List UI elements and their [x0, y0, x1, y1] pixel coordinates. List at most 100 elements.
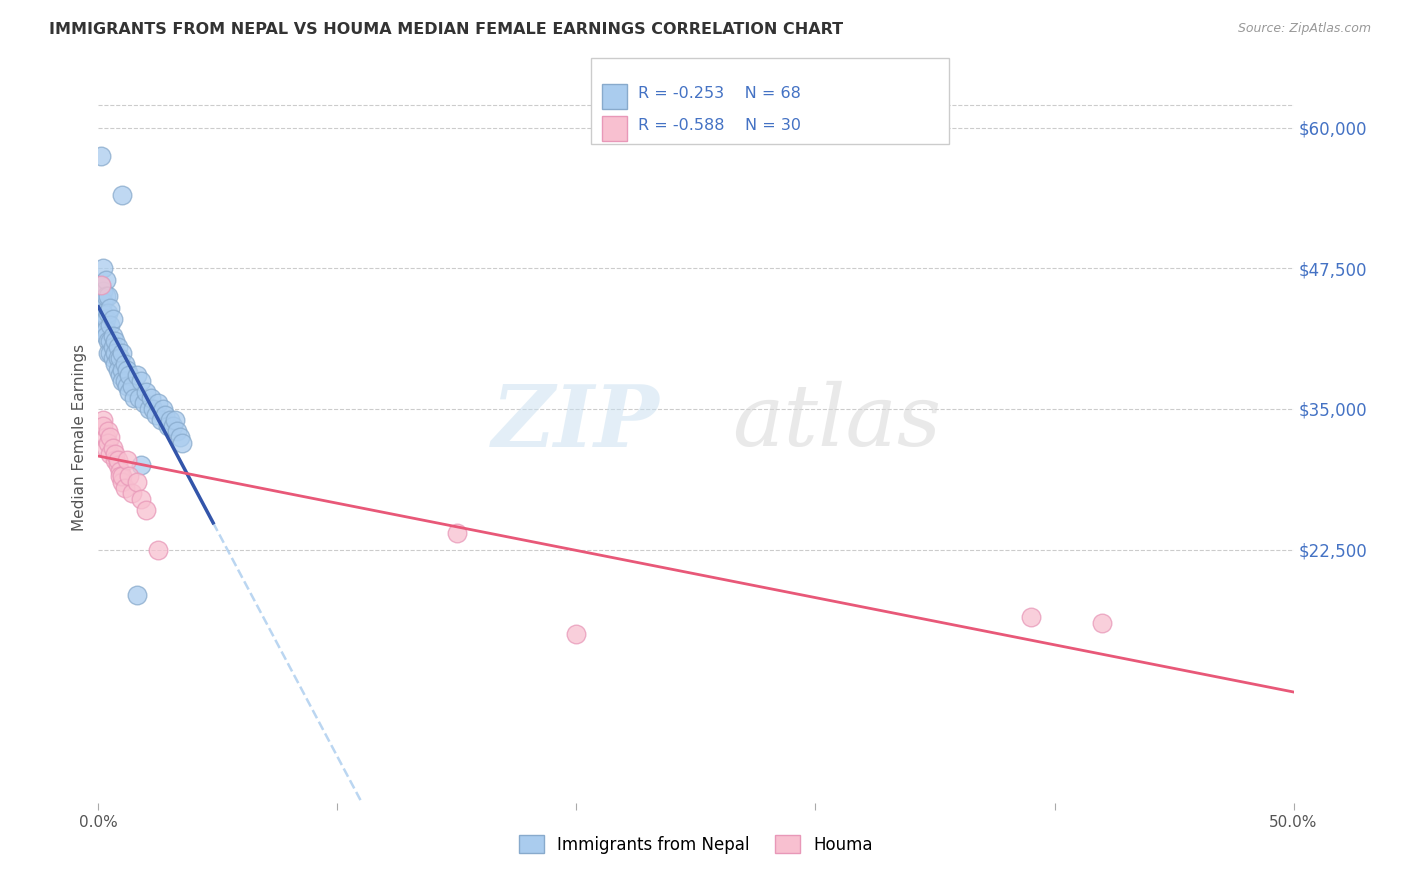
Point: [111, 469, 134, 483]
Point: [166, 425, 188, 439]
Point: [169, 430, 191, 444]
Point: [94, 323, 117, 337]
Point: [101, 351, 124, 366]
Point: [114, 374, 136, 388]
Point: [101, 442, 124, 456]
Point: [97, 345, 120, 359]
Point: [98, 447, 122, 461]
Text: R = -0.253    N = 68: R = -0.253 N = 68: [638, 87, 801, 102]
Point: [145, 408, 167, 422]
Point: [91, 284, 114, 298]
Point: [104, 345, 127, 359]
Point: [98, 318, 122, 332]
Point: [135, 385, 157, 400]
Point: [139, 391, 162, 405]
Point: [97, 334, 120, 349]
Point: [125, 475, 148, 489]
Text: Source: ZipAtlas.com: Source: ZipAtlas.com: [1237, 22, 1371, 36]
Point: [125, 588, 148, 602]
Point: [91, 295, 114, 310]
Point: [163, 413, 186, 427]
Point: [118, 368, 141, 383]
Point: [101, 340, 124, 354]
Point: [91, 323, 114, 337]
Point: [90, 318, 112, 332]
Point: [152, 401, 174, 416]
Point: [97, 306, 120, 320]
Text: IMMIGRANTS FROM NEPAL VS HOUMA MEDIAN FEMALE EARNINGS CORRELATION CHART: IMMIGRANTS FROM NEPAL VS HOUMA MEDIAN FE…: [49, 22, 844, 37]
Point: [94, 289, 117, 303]
Point: [125, 368, 148, 383]
Point: [108, 351, 131, 366]
Point: [107, 351, 129, 366]
Point: [111, 374, 134, 388]
Point: [94, 430, 117, 444]
Point: [446, 525, 468, 540]
Y-axis label: Median Female Earnings: Median Female Earnings: [72, 343, 87, 531]
Point: [98, 345, 122, 359]
Point: [111, 362, 134, 376]
Point: [148, 542, 170, 557]
Point: [156, 418, 179, 433]
Point: [97, 435, 120, 450]
Text: ZIP: ZIP: [492, 381, 661, 464]
Point: [118, 385, 141, 400]
Text: atlas: atlas: [733, 381, 941, 464]
Point: [108, 464, 131, 478]
Point: [107, 340, 129, 354]
Point: [91, 418, 114, 433]
Point: [91, 261, 114, 276]
Point: [90, 278, 112, 293]
Point: [90, 278, 112, 293]
Point: [111, 188, 134, 202]
Point: [118, 469, 141, 483]
Point: [162, 418, 184, 433]
Point: [98, 301, 122, 315]
Point: [135, 503, 157, 517]
Point: [104, 357, 127, 371]
Point: [114, 357, 136, 371]
Point: [108, 469, 131, 483]
Point: [132, 396, 155, 410]
Point: [98, 334, 122, 349]
Point: [107, 452, 129, 467]
Point: [108, 368, 131, 383]
Point: [159, 413, 181, 427]
Point: [107, 362, 129, 376]
Point: [1019, 610, 1042, 624]
Point: [98, 430, 122, 444]
Point: [115, 452, 138, 467]
Point: [111, 345, 134, 359]
Point: [138, 401, 160, 416]
Point: [128, 391, 150, 405]
Point: [104, 334, 127, 349]
Point: [172, 435, 194, 450]
Point: [115, 362, 138, 376]
Point: [124, 391, 146, 405]
Point: [97, 289, 120, 303]
Point: [121, 379, 143, 393]
Point: [115, 379, 138, 393]
Point: [104, 447, 127, 461]
Point: [104, 452, 127, 467]
Point: [131, 491, 153, 506]
Point: [149, 413, 172, 427]
Point: [101, 312, 124, 326]
Point: [142, 401, 165, 416]
Point: [90, 301, 112, 315]
Point: [101, 328, 124, 343]
Point: [1091, 615, 1114, 630]
Point: [107, 458, 129, 473]
Point: [94, 328, 117, 343]
Point: [155, 408, 177, 422]
Point: [91, 306, 114, 320]
Point: [94, 272, 117, 286]
Point: [148, 396, 170, 410]
Point: [565, 627, 588, 641]
Point: [94, 312, 117, 326]
Point: [131, 458, 153, 473]
Text: R = -0.588    N = 30: R = -0.588 N = 30: [638, 118, 801, 133]
Point: [94, 442, 117, 456]
Point: [91, 413, 114, 427]
Point: [90, 149, 112, 163]
